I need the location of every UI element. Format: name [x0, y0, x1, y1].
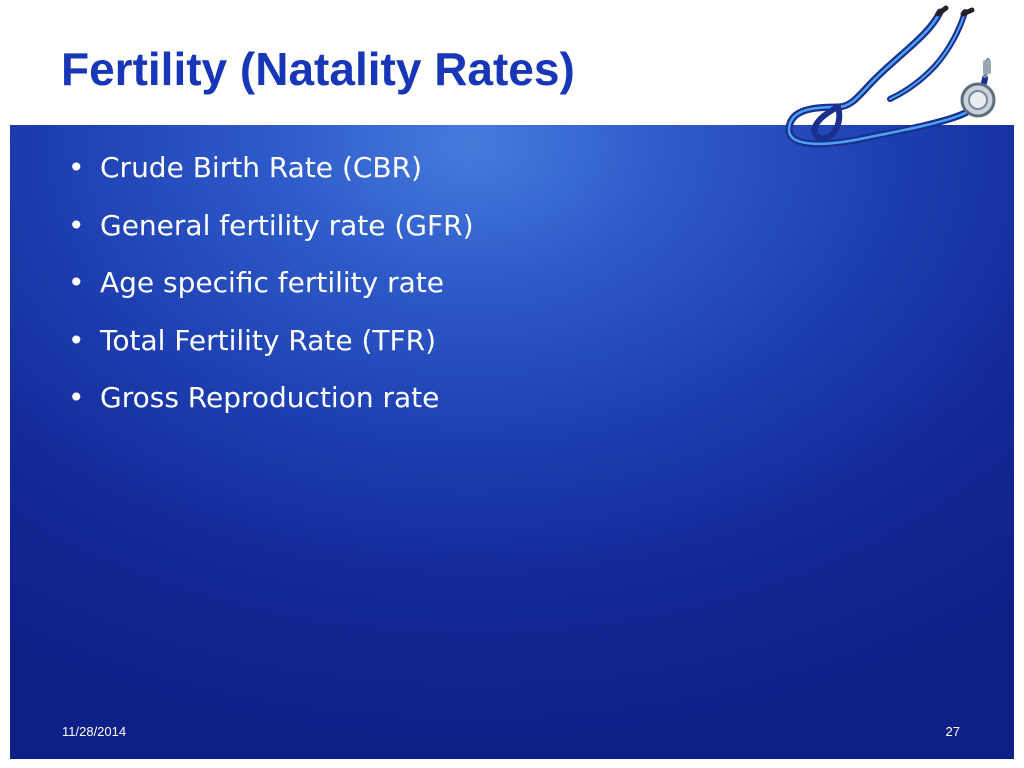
- bullet-item: • Gross Reproduction rate: [68, 381, 474, 439]
- content-panel: • Crude Birth Rate (CBR) • General ferti…: [10, 125, 1014, 759]
- bullet-text: Gross Reproduction rate: [100, 381, 440, 414]
- bullet-item: • General fertility rate (GFR): [68, 209, 474, 267]
- bullet-mark: •: [68, 381, 85, 414]
- bullet-list: • Crude Birth Rate (CBR) • General ferti…: [68, 151, 474, 439]
- slide-title: Fertility (Natality Rates): [61, 43, 575, 95]
- bullet-mark: •: [68, 323, 85, 357]
- bullet-item: • Crude Birth Rate (CBR): [68, 151, 474, 209]
- bullet-text: Crude Birth Rate (CBR): [100, 151, 422, 184]
- page-number: 27: [945, 724, 960, 739]
- bullet-text: General fertility rate (GFR): [100, 208, 474, 242]
- bullet-mark: •: [68, 208, 85, 242]
- bullet-mark: •: [68, 266, 85, 299]
- footer-date: 11/28/2014: [62, 724, 127, 739]
- stethoscope-icon: [785, 5, 996, 148]
- bullet-text: Age specific fertility rate: [100, 266, 444, 299]
- bullet-item: • Total Fertility Rate (TFR): [68, 324, 474, 382]
- bullet-text: Total Fertility Rate (TFR): [100, 323, 436, 357]
- bullet-item: • Age specific fertility rate: [68, 266, 474, 324]
- bullet-mark: •: [68, 151, 85, 184]
